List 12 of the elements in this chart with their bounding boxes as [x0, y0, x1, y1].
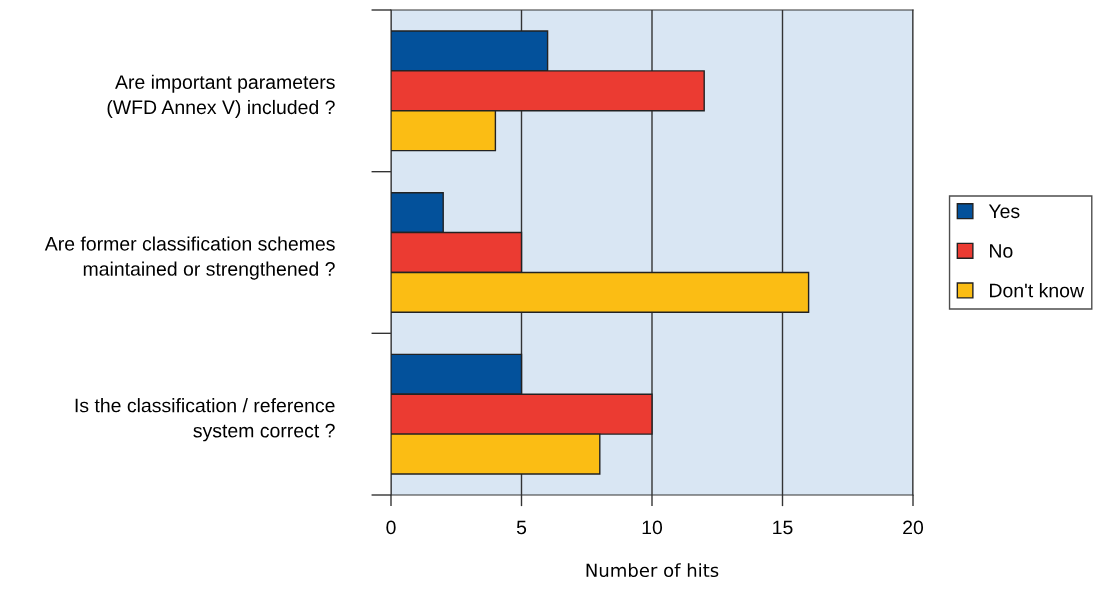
legend-label: Don't know [990, 283, 1085, 298]
x-tick-label: 10 [642, 520, 663, 535]
y-tick-label: Is the classification / reference system correct ? [75, 398, 335, 442]
y-tick-label: Are important parameters (WFD Annex V) included ? [107, 74, 335, 119]
x-tick-label: 15 [773, 520, 793, 535]
x-axis-title: Number of hits [586, 563, 719, 578]
y-tick-label: Are former classification schemes maintained or strengthened ? [44, 236, 335, 280]
x-tick-label: 0 [386, 520, 396, 535]
legend-label: Yes [988, 204, 1020, 219]
x-tick-label: 20 [903, 520, 924, 535]
x-tick-label: 5 [516, 520, 527, 535]
legend-label: No [990, 244, 1013, 258]
